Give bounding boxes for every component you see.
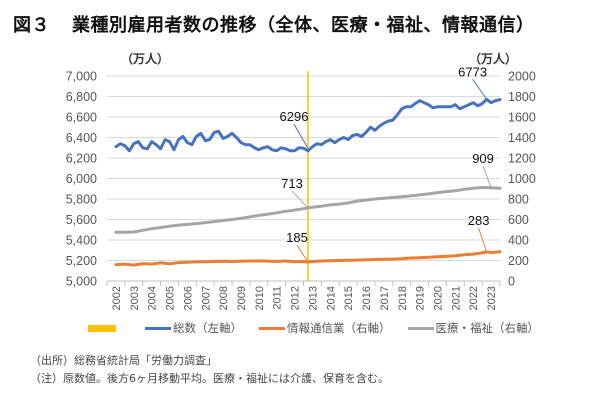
y-tick-left: 6,800 <box>66 90 97 104</box>
y-axis-left: 7,000 6,800 6,600 6,400 6,200 6,000 5,800 5,600… <box>66 70 97 289</box>
data-label: 6296 <box>280 109 309 124</box>
x-tick-label: 2007 <box>200 286 212 310</box>
legend-item-total: 総数（左軸） <box>145 320 242 336</box>
data-label: 185 <box>286 230 308 245</box>
y-tick-right: 1800 <box>508 90 536 104</box>
y-tick-right: 1000 <box>508 172 536 186</box>
legend-swatch-medical-welfare <box>407 326 434 330</box>
notes: （出所）総務省統計局「労働力調査」 （注）原数値。後方6ヶ月移動平均。医療・福祉… <box>30 352 389 388</box>
y-tick-right: 800 <box>508 193 529 207</box>
x-tick-label: 2013 <box>307 286 319 310</box>
y-tick-right: 1200 <box>508 152 536 166</box>
data-label-leader <box>472 78 488 100</box>
y-tick-left: 7,000 <box>66 70 97 84</box>
data-labels: 6296 6773 713 909 185 283 <box>280 64 494 263</box>
y-axis-right-unit: （万人） <box>469 51 517 66</box>
x-tick-label: 2008 <box>218 286 230 310</box>
data-label-leader <box>291 190 309 209</box>
y-tick-right: 400 <box>508 234 529 248</box>
x-tick-label: 2014 <box>325 286 337 310</box>
y-tick-left: 6,200 <box>66 152 97 166</box>
legend-item-marker <box>88 324 128 332</box>
x-axis: 2002 2003 2004 2005 2006 2007 2008 2009 2010 2011… <box>106 280 501 310</box>
data-label-leader <box>478 227 488 253</box>
x-tick-label: 2009 <box>236 286 248 310</box>
footnote: （注）原数値。後方6ヶ月移動平均。医療・福祉には介護、保育を含む。 <box>30 372 389 385</box>
x-tick-label: 2004 <box>147 286 159 310</box>
series-medical-welfare-line <box>114 186 502 234</box>
data-label: 283 <box>468 213 490 228</box>
x-tick-label: 2019 <box>415 286 427 310</box>
y-tick-right: 0 <box>508 275 515 289</box>
series-lines <box>114 97 502 267</box>
legend-label-medical-welfare: 医療・福祉（右軸） <box>435 321 540 335</box>
x-tick-label: 2002 <box>111 286 123 310</box>
data-label: 6773 <box>458 64 487 79</box>
legend-label-total: 総数（左軸） <box>173 321 242 335</box>
y-tick-right: 1600 <box>508 111 536 125</box>
x-tick-label: 2022 <box>468 286 480 310</box>
data-label-leader <box>296 244 309 263</box>
x-tick-label: 2015 <box>343 286 355 310</box>
x-tick-label: 2011 <box>272 286 284 310</box>
x-tick-label: 2010 <box>254 286 266 310</box>
y-tick-right: 1400 <box>508 131 536 145</box>
data-label-leader <box>482 165 492 188</box>
source-note: （出所）総務省統計局「労働力調査」 <box>30 354 217 367</box>
y-tick-left: 6,000 <box>66 172 97 186</box>
legend-swatch-total <box>145 326 171 330</box>
x-tick-label: 2021 <box>450 286 462 310</box>
data-label-leader <box>293 123 309 149</box>
x-tick-label: 2023 <box>486 286 498 310</box>
series-info-comm-line <box>114 250 502 267</box>
title-text: 業種別雇用者数の推移（全体、医療・福祉、情報通信） <box>72 15 535 36</box>
x-tick-label: 2006 <box>182 286 194 310</box>
legend-swatch-info-comm <box>259 326 285 330</box>
y-tick-left: 5,800 <box>66 193 97 207</box>
y-tick-right: 2000 <box>508 70 536 84</box>
x-tick-label: 2005 <box>165 286 177 310</box>
y-tick-left: 5,000 <box>66 275 97 289</box>
legend-swatch-marker <box>88 324 116 332</box>
x-tick-label: 2020 <box>432 286 444 310</box>
x-tick-label: 2012 <box>290 286 302 310</box>
chart-title: 図３ 業種別雇用者数の推移（全体、医療・福祉、情報通信） <box>13 11 535 37</box>
y-tick-left: 5,400 <box>66 234 97 248</box>
y-tick-right: 200 <box>508 254 529 268</box>
legend-item-info-comm: 情報通信業（右軸） <box>259 320 391 336</box>
data-label: 713 <box>281 176 303 191</box>
y-tick-left: 6,600 <box>66 111 97 125</box>
y-axis-left-unit: （万人） <box>121 51 169 66</box>
x-tick-label: 2003 <box>129 286 141 310</box>
legend-item-medical-welfare: 医療・福祉（右軸） <box>407 320 540 336</box>
series-total-line <box>114 97 502 153</box>
y-tick-left: 5,600 <box>66 213 97 227</box>
legend-label-info-comm: 情報通信業（右軸） <box>287 321 391 335</box>
figure-number: 図３ <box>13 15 50 36</box>
y-tick-left: 6,400 <box>66 131 97 145</box>
legend: 総数（左軸） 情報通信業（右軸） 医療・福祉（右軸） <box>88 320 556 336</box>
x-tick-label: 2017 <box>379 286 391 310</box>
x-tick-label: 2016 <box>361 286 373 310</box>
y-tick-left: 5,200 <box>66 254 97 268</box>
x-tick-label: 2018 <box>397 286 409 310</box>
y-tick-right: 600 <box>508 213 529 227</box>
data-label: 909 <box>472 151 494 166</box>
